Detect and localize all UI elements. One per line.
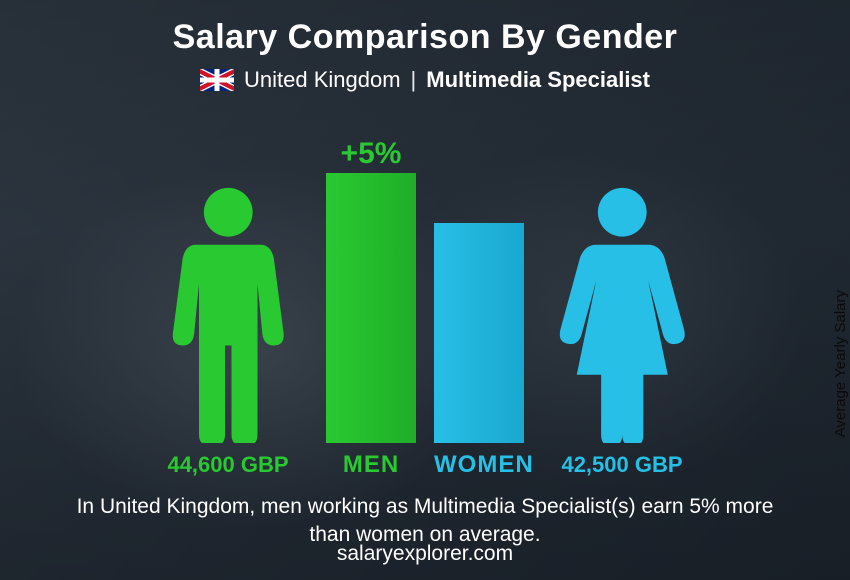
men-icon-wrap bbox=[148, 183, 308, 443]
uk-flag-icon bbox=[200, 69, 234, 91]
separator: | bbox=[411, 67, 417, 93]
page-title: Salary Comparison By Gender bbox=[173, 18, 678, 57]
job-title: Multimedia Specialist bbox=[426, 67, 650, 93]
men-salary: 44,600 GBP bbox=[148, 452, 308, 478]
women-category: WOMEN bbox=[434, 451, 524, 479]
labels-row: 44,600 GBP MEN WOMEN 42,500 GBP bbox=[75, 451, 775, 479]
male-icon bbox=[147, 183, 310, 443]
infographic-container: Salary Comparison By Gender United Kingd… bbox=[0, 0, 850, 580]
female-icon bbox=[541, 183, 704, 443]
country-label: United Kingdom bbox=[244, 67, 401, 93]
men-bar-wrap: +5% bbox=[326, 173, 416, 443]
women-bar bbox=[434, 223, 524, 443]
subtitle-row: United Kingdom | Multimedia Specialist bbox=[200, 67, 650, 93]
chart-area: +5% bbox=[75, 123, 775, 443]
footer-source: salaryexplorer.com bbox=[0, 542, 850, 566]
men-category: MEN bbox=[326, 451, 416, 479]
women-icon-wrap bbox=[542, 183, 702, 443]
men-bar bbox=[326, 173, 416, 443]
women-bar-wrap bbox=[434, 223, 524, 443]
y-axis-label: Average Yearly Salary bbox=[832, 290, 849, 437]
difference-label: +5% bbox=[341, 137, 402, 171]
women-salary: 42,500 GBP bbox=[542, 452, 702, 478]
